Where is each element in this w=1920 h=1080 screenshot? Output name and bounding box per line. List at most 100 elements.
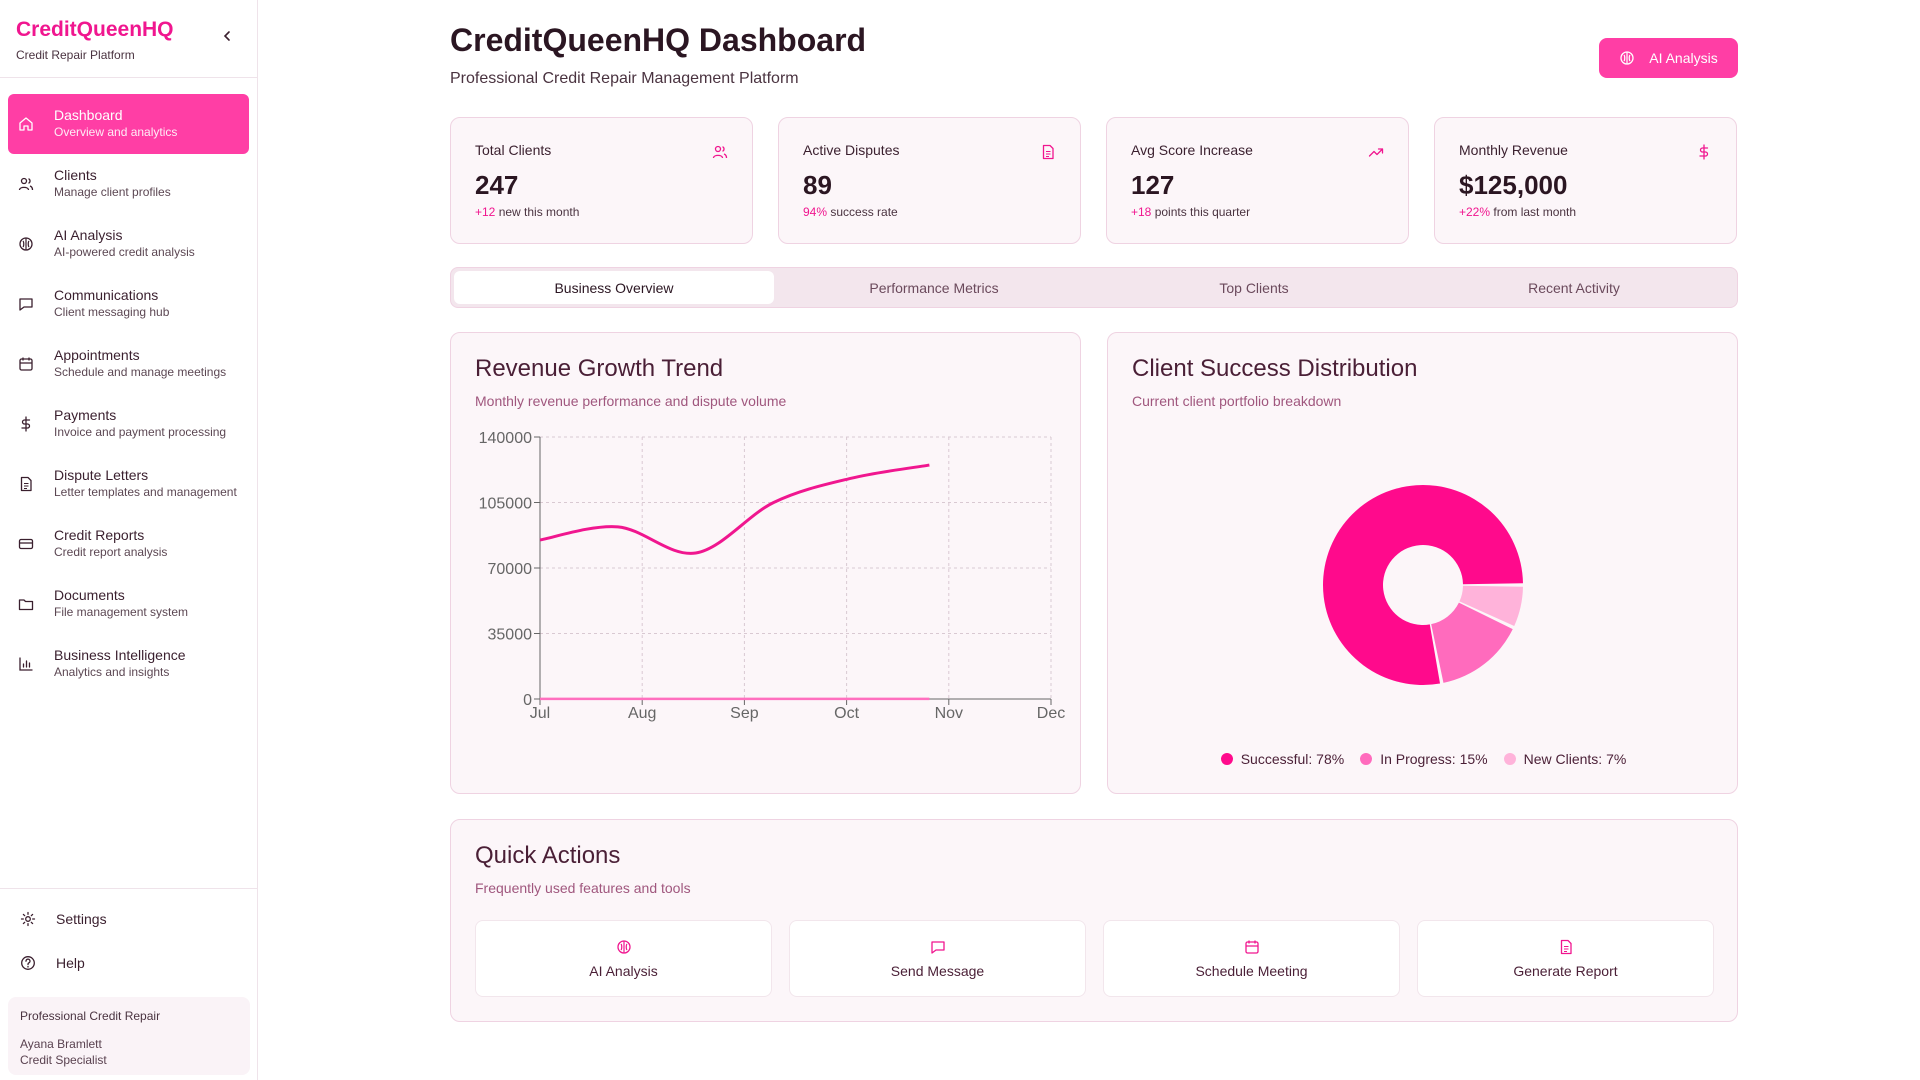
sidebar-item-desc: Schedule and manage meetings xyxy=(54,365,227,379)
quick-action-send-message[interactable]: Send Message xyxy=(789,920,1086,997)
help-link[interactable]: Help xyxy=(8,941,250,985)
tab-recent-activity[interactable]: Recent Activity xyxy=(1528,279,1620,296)
stat-card-total-clients: Total Clients 247 +12 new this month xyxy=(450,117,753,244)
sidebar-item-label: Dashboard xyxy=(54,107,123,123)
sidebar-item-desc: File management system xyxy=(54,605,189,619)
sidebar-nav: Dashboard Overview and analytics Clients M… xyxy=(0,78,257,694)
sidebar-item-desc: Credit report analysis xyxy=(54,545,168,559)
sidebar-item-label: Documents xyxy=(54,587,125,603)
sidebar-item-ai-analysis[interactable]: AI Analysis AI-powered credit analysis xyxy=(8,214,249,274)
brand-name: CreditQueenHQ xyxy=(16,18,174,41)
ai-analysis-button[interactable]: AI Analysis xyxy=(1599,38,1738,78)
sidebar-item-clients[interactable]: Clients Manage client profiles xyxy=(8,154,249,214)
y-tick-label: 140000 xyxy=(479,430,532,447)
card-subtitle: Monthly revenue performance and dispute … xyxy=(475,393,787,409)
sidebar-item-payments[interactable]: Payments Invoice and payment processing xyxy=(8,394,249,454)
stat-delta-value: +12 xyxy=(475,205,496,219)
stat-delta-value: +22% xyxy=(1459,205,1491,219)
quick-action-label: AI Analysis xyxy=(589,962,658,979)
legend-label: New Clients: 7% xyxy=(1523,751,1627,767)
y-tick-label: 35000 xyxy=(488,627,533,644)
brand-subtitle: Credit Repair Platform xyxy=(16,48,135,62)
message-icon xyxy=(930,940,945,954)
revenue-line-chart: 0 35000 70000 105000 140000 Jul Aug Sep Oct Nov De… xyxy=(479,430,1066,722)
sidebar-item-desc: Analytics and insights xyxy=(54,665,170,679)
sidebar-item-credit-reports[interactable]: Credit Reports Credit report analysis xyxy=(8,514,249,574)
stat-delta-text: from last month xyxy=(1493,205,1577,219)
user-name: Ayana Bramlett xyxy=(20,1037,102,1051)
tab-business-overview[interactable]: Business Overview xyxy=(454,271,774,304)
sidebar-footer: Settings Help Professional Credit Repair… xyxy=(0,888,258,1075)
sidebar: CreditQueenHQ Credit Repair Platform Das… xyxy=(0,0,258,1080)
sidebar-item-desc: AI-powered credit analysis xyxy=(54,245,195,259)
quick-actions-grid: AI Analysis Send Message Schedule Meetin… xyxy=(475,920,1714,997)
y-tick-label: 105000 xyxy=(479,496,532,513)
quick-actions-card: Quick Actions Frequently used features a… xyxy=(450,819,1738,1022)
sidebar-item-desc: Client messaging hub xyxy=(54,305,170,319)
x-tick-label: Nov xyxy=(935,705,963,722)
collapse-sidebar-button[interactable] xyxy=(219,28,235,44)
stat-delta-text: success rate xyxy=(830,205,898,219)
settings-link[interactable]: Settings xyxy=(8,897,250,941)
legend-item-successful: Successful: 78% xyxy=(1220,751,1344,767)
sidebar-item-label: Appointments xyxy=(54,347,140,363)
x-tick-label: Jul xyxy=(530,705,550,722)
user-card: Professional Credit Repair Ayana Bramlet… xyxy=(8,997,250,1075)
legend-item-new-clients: New Clients: 7% xyxy=(1503,751,1627,767)
brand: CreditQueenHQ Credit Repair Platform xyxy=(0,0,257,78)
file-icon xyxy=(1042,144,1054,160)
stat-card-active-disputes: Active Disputes 89 94% success rate xyxy=(778,117,1081,244)
sidebar-item-desc: Letter templates and management xyxy=(54,485,237,499)
sidebar-item-business-intelligence[interactable]: Business Intelligence Analytics and insig… xyxy=(8,634,249,694)
card-subtitle: Current client portfolio breakdown xyxy=(1132,393,1342,409)
client-distribution-card: Client Success Distribution Current clie… xyxy=(1107,332,1738,794)
quick-action-label: Schedule Meeting xyxy=(1195,962,1308,979)
quick-action-ai-analysis[interactable]: AI Analysis xyxy=(475,920,772,997)
y-tick-label: 0 xyxy=(523,692,532,709)
legend-item-in-progress: In Progress: 15% xyxy=(1360,751,1488,767)
tab-top-clients[interactable]: Top Clients xyxy=(1219,279,1289,296)
help-label: Help xyxy=(56,955,85,971)
pie-slice xyxy=(1431,602,1513,683)
brain-icon xyxy=(616,939,631,954)
ai-analysis-button-label: AI Analysis xyxy=(1649,50,1718,66)
card-subtitle: Frequently used features and tools xyxy=(475,880,691,896)
client-distribution-pie-chart xyxy=(1323,485,1523,685)
card-title: Client Success Distribution xyxy=(1132,355,1418,382)
stat-label: Total Clients xyxy=(475,142,552,158)
card-title: Quick Actions xyxy=(475,842,621,869)
trending-up-icon xyxy=(1368,148,1384,157)
file-icon xyxy=(1560,939,1572,954)
calendar-icon xyxy=(19,357,33,371)
sidebar-item-appointments[interactable]: Appointments Schedule and manage meetings xyxy=(8,334,249,394)
stat-label: Active Disputes xyxy=(803,142,900,158)
sidebar-item-dispute-letters[interactable]: Dispute Letters Letter templates and mana… xyxy=(8,454,249,514)
chevron-left-icon xyxy=(223,31,230,41)
dollar-icon xyxy=(21,416,31,432)
home-icon xyxy=(19,117,33,131)
sidebar-item-communications[interactable]: Communications Client messaging hub xyxy=(8,274,249,334)
users-icon xyxy=(18,177,34,191)
pie-slice xyxy=(1323,485,1523,685)
stat-card-avg-score-increase: Avg Score Increase 127 +18 points this q… xyxy=(1106,117,1409,244)
brain-icon xyxy=(1620,51,1634,65)
sidebar-item-dashboard[interactable]: Dashboard Overview and analytics xyxy=(8,94,249,154)
sidebar-item-desc: Overview and analytics xyxy=(54,125,178,139)
stat-delta: +22% from last month xyxy=(1459,205,1712,219)
stat-delta-value: +18 xyxy=(1131,205,1152,219)
help-circle-icon xyxy=(21,956,35,970)
message-icon xyxy=(19,298,33,311)
stat-delta-text: points this quarter xyxy=(1154,205,1251,219)
sidebar-item-label: Dispute Letters xyxy=(54,467,149,483)
quick-action-schedule-meeting[interactable]: Schedule Meeting xyxy=(1103,920,1400,997)
tab-performance-metrics[interactable]: Performance Metrics xyxy=(869,279,999,296)
sidebar-item-label: Credit Reports xyxy=(54,527,145,543)
sidebar-item-documents[interactable]: Documents File management system xyxy=(8,574,249,634)
brain-icon xyxy=(19,237,33,251)
legend-swatch xyxy=(1503,753,1516,765)
credit-card-icon xyxy=(18,538,34,550)
stat-value: 89 xyxy=(803,170,832,200)
stat-card-monthly-revenue: Monthly Revenue $125,000 +22% from last … xyxy=(1434,117,1737,244)
x-tick-label: Sep xyxy=(730,705,759,722)
quick-action-generate-report[interactable]: Generate Report xyxy=(1417,920,1714,997)
